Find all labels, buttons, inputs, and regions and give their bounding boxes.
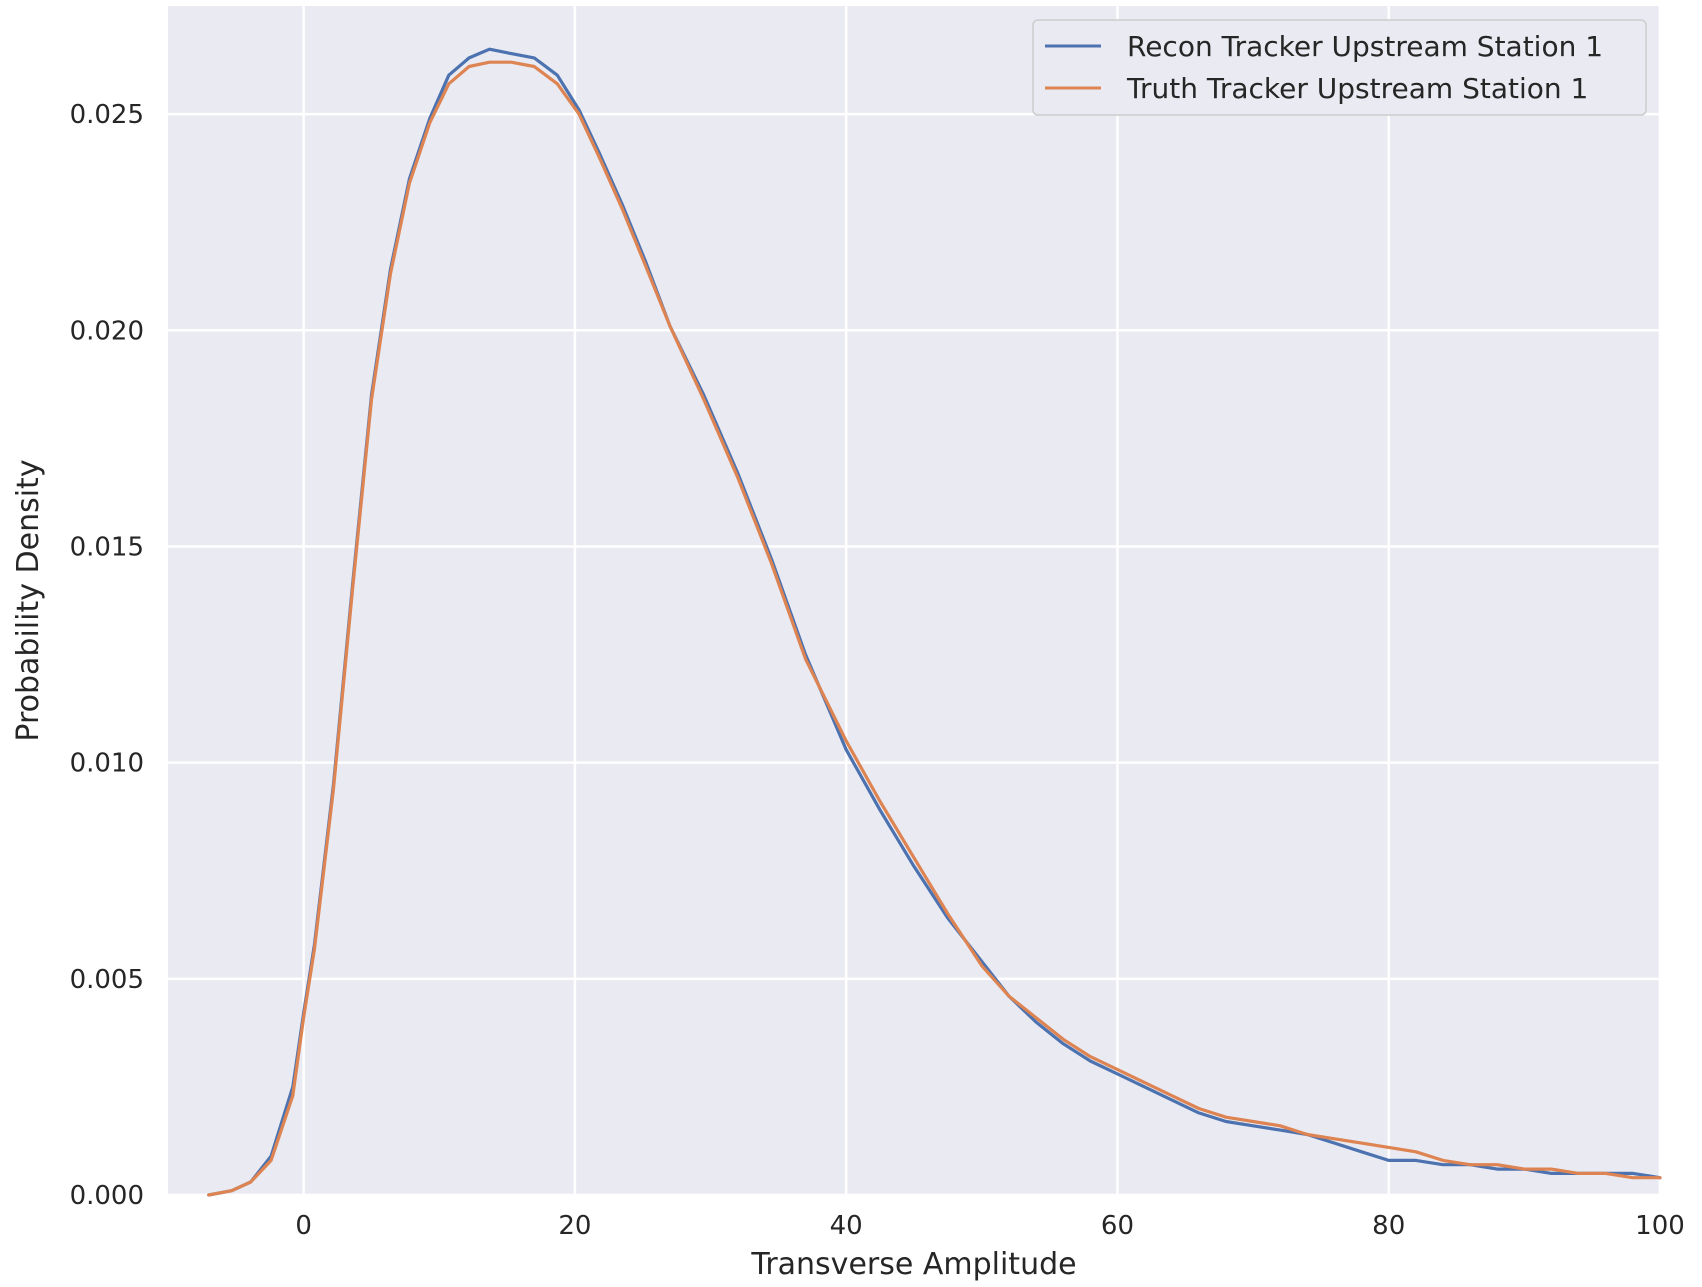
x-axis-label: Transverse Amplitude [750,1247,1076,1282]
y-tick-label: 0.005 [70,965,144,995]
x-tick-label: 0 [295,1211,312,1241]
y-tick-label: 0.015 [70,532,144,562]
y-tick-label: 0.020 [70,316,144,346]
legend-label-truth: Truth Tracker Upstream Station 1 [1126,72,1588,105]
y-axis-label: Probability Density [11,459,46,741]
y-tick-label: 0.010 [70,749,144,779]
plot-area [168,6,1660,1195]
x-tick-label: 20 [558,1211,591,1241]
y-axis-ticks: 0.000 0.005 0.010 0.015 0.020 0.025 [70,100,144,1211]
legend: Recon Tracker Upstream Station 1 Truth T… [1033,20,1646,115]
legend-label-recon: Recon Tracker Upstream Station 1 [1127,30,1603,63]
x-tick-label: 100 [1635,1211,1685,1241]
x-tick-label: 40 [830,1211,863,1241]
x-tick-label: 80 [1372,1211,1405,1241]
x-axis-ticks: 0 20 40 60 80 100 [295,1211,1684,1241]
x-tick-label: 60 [1101,1211,1134,1241]
y-tick-label: 0.000 [70,1181,144,1211]
y-tick-label: 0.025 [70,100,144,130]
